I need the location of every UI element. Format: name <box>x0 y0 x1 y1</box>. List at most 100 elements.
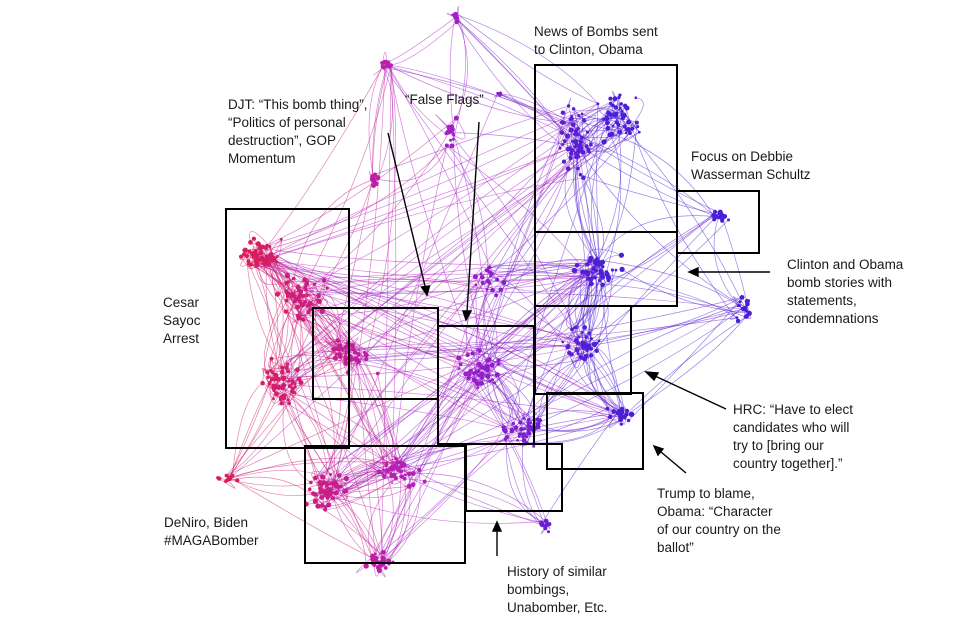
network-node <box>453 14 459 20</box>
box-deniro-biden <box>304 445 466 564</box>
network-node <box>389 471 393 475</box>
network-node <box>578 354 584 360</box>
network-edge <box>331 62 386 493</box>
network-node <box>313 475 318 481</box>
network-node <box>577 335 581 339</box>
network-node <box>331 346 337 352</box>
network-node <box>611 103 615 108</box>
network-edge <box>624 105 739 322</box>
network-edge <box>474 116 573 382</box>
network-node <box>399 464 404 469</box>
network-node <box>569 156 573 161</box>
network-edge <box>232 382 263 476</box>
network-node <box>565 344 571 349</box>
network-node <box>370 553 376 559</box>
network-node <box>605 406 610 411</box>
arrow-hrc-head <box>644 371 660 382</box>
network-edge <box>278 133 613 388</box>
network-node <box>526 423 531 429</box>
network-node <box>261 262 264 266</box>
network-edge <box>384 62 497 281</box>
network-node <box>496 358 501 363</box>
network-node <box>594 257 600 262</box>
network-node <box>283 309 289 314</box>
box-trump-blame <box>546 392 644 470</box>
network-edge <box>577 332 590 336</box>
network-node <box>480 275 485 280</box>
network-edge <box>520 270 584 430</box>
network-edge <box>563 118 584 146</box>
network-node <box>305 304 310 308</box>
network-node <box>287 401 291 406</box>
network-edge <box>281 146 576 368</box>
network-node <box>575 153 580 159</box>
network-node <box>364 356 369 362</box>
network-node <box>585 271 591 277</box>
network-node <box>582 343 586 347</box>
network-edge <box>456 13 599 105</box>
network-node <box>279 401 284 406</box>
network-node <box>227 475 232 479</box>
network-node <box>726 218 731 222</box>
network-node <box>581 175 586 180</box>
network-node <box>304 281 310 287</box>
arrow-trump-blame-head <box>652 444 665 457</box>
network-edge <box>620 316 747 420</box>
network-node <box>529 421 533 425</box>
network-node <box>575 132 580 137</box>
network-node <box>477 374 481 378</box>
network-edge <box>487 262 597 282</box>
network-node <box>295 313 300 318</box>
network-edge <box>487 269 588 274</box>
network-node <box>295 284 301 290</box>
network-node <box>241 252 247 257</box>
network-node <box>302 277 308 283</box>
network-node <box>621 112 627 119</box>
network-node <box>476 369 481 374</box>
network-node <box>216 476 220 480</box>
network-node <box>472 274 478 280</box>
network-node <box>607 414 613 420</box>
network-node <box>338 343 343 348</box>
arrow-hrc <box>654 375 727 410</box>
network-node <box>584 144 589 149</box>
network-node <box>605 125 611 131</box>
network-node <box>270 258 274 263</box>
network-node <box>262 260 268 267</box>
network-node <box>369 176 375 182</box>
network-edge <box>484 273 498 288</box>
network-node <box>547 522 552 527</box>
network-node <box>344 352 348 356</box>
network-edge <box>369 462 384 473</box>
network-node <box>380 64 384 69</box>
network-edge <box>383 411 623 470</box>
network-node <box>744 298 750 304</box>
network-edge <box>265 259 298 316</box>
network-node <box>611 409 617 414</box>
network-edge <box>310 262 601 483</box>
label-deniro-biden: DeNiro, Biden #MAGABomber <box>164 515 259 548</box>
network-node <box>611 124 615 128</box>
network-edge <box>390 475 406 485</box>
network-node <box>422 479 427 484</box>
network-node <box>735 318 741 324</box>
network-node <box>287 384 292 389</box>
network-node <box>303 285 307 289</box>
network-edge <box>475 284 489 361</box>
network-edge <box>273 121 629 387</box>
network-node <box>559 120 565 125</box>
network-node <box>251 236 257 241</box>
network-node <box>294 367 300 373</box>
network-edge <box>382 471 402 559</box>
network-node <box>249 262 254 267</box>
network-edge <box>229 457 387 479</box>
network-node <box>582 325 588 330</box>
network-node <box>272 377 277 382</box>
network-edge <box>573 141 604 267</box>
network-node <box>477 348 482 354</box>
network-node <box>630 126 635 131</box>
network-node <box>618 417 624 423</box>
network-node <box>372 563 377 567</box>
network-node <box>489 362 495 368</box>
network-node <box>315 503 321 509</box>
